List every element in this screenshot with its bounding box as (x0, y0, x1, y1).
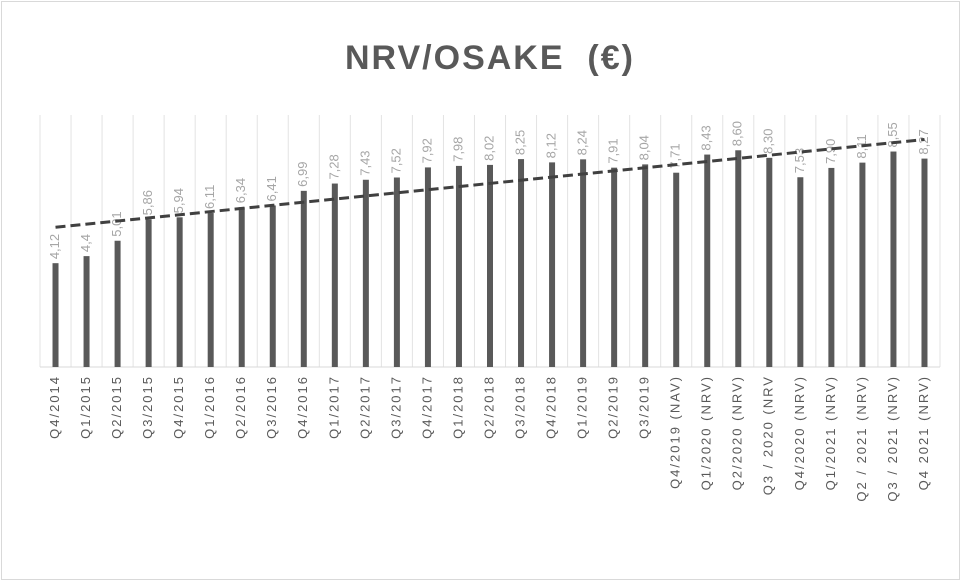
data-label: 8,60 (730, 121, 745, 146)
x-tick-label: Q3/2019 (637, 375, 652, 439)
x-tick-label: Q3 / 2021 (NRV) (885, 375, 900, 502)
bar (642, 164, 649, 367)
x-tick-label: Q2/2018 (481, 375, 496, 439)
bar (83, 256, 90, 367)
data-label: 7,28 (326, 154, 341, 179)
data-label: 7,71 (668, 143, 683, 168)
data-label: 7,53 (792, 148, 807, 173)
bar (393, 177, 400, 367)
bar (455, 165, 462, 367)
data-label: 7,98 (450, 137, 465, 162)
bar (673, 172, 680, 367)
data-label: 5,86 (140, 190, 155, 215)
x-tick-label: Q3/2018 (512, 375, 527, 439)
data-label: 6,34 (233, 178, 248, 203)
x-tick-label: Q3 / 2020 (NRV (761, 375, 776, 495)
x-tick-label: Q4/2016 (295, 375, 310, 439)
x-tick-label: Q1/2015 (78, 375, 93, 439)
bar (859, 162, 866, 367)
chart-title: NRV/OSAKE (€) (345, 39, 635, 77)
bar (766, 157, 773, 367)
bar (611, 167, 618, 367)
data-label: 6,99 (295, 162, 310, 187)
data-label: 8,27 (916, 129, 931, 154)
bar (145, 219, 152, 367)
bar (549, 162, 556, 367)
x-tick-label: Q4/2015 (171, 375, 186, 439)
data-label: 4,4 (78, 234, 93, 252)
bar (114, 240, 121, 367)
x-tick-label: Q4/2020 (NRV) (792, 375, 807, 490)
bar (797, 177, 804, 367)
data-label: 8,02 (481, 136, 496, 161)
bar (207, 213, 214, 367)
data-label: 5,94 (171, 188, 186, 213)
x-tick-label: Q3/2017 (388, 375, 403, 439)
bar (518, 159, 525, 367)
bar (176, 217, 183, 367)
x-tick-label: Q4/2019 (NAV) (668, 375, 683, 489)
x-tick-label: Q1/2017 (326, 375, 341, 439)
data-label: 8,25 (512, 130, 527, 155)
x-tick-label: Q1/2021 (NRV) (823, 375, 838, 490)
x-tick-label: Q3/2016 (264, 375, 279, 439)
bar (269, 205, 276, 367)
data-label: 7,91 (606, 138, 621, 163)
data-label: 7,43 (357, 150, 372, 175)
data-label: 8,43 (699, 125, 714, 150)
x-tick-label: Q2/2015 (109, 375, 124, 439)
x-tick-label: Q4/2017 (419, 375, 434, 439)
x-tick-label: Q2/2017 (357, 375, 372, 439)
trendline (55, 138, 925, 229)
bar (331, 183, 338, 367)
x-tick-label: Q3/2015 (140, 375, 155, 439)
data-label: 7,90 (823, 139, 838, 164)
data-label: 5,01 (109, 211, 124, 236)
x-tick-label: Q4 2021 (NRV) (916, 375, 931, 490)
bar (890, 151, 897, 367)
data-label: 6,11 (202, 185, 217, 209)
bar (487, 164, 493, 367)
data-label: 6,41 (264, 176, 279, 201)
bar (424, 167, 431, 367)
data-label: 7,52 (388, 148, 403, 173)
data-label: 8,11 (854, 134, 869, 158)
x-tick-label: Q1/2020 (NRV) (699, 375, 714, 490)
data-label: 8,04 (637, 135, 652, 160)
data-label: 4,12 (47, 234, 62, 259)
data-label: 8,30 (761, 129, 776, 154)
data-label: 8,24 (575, 130, 590, 155)
x-tick-label: Q1/2019 (575, 375, 590, 439)
bar (704, 154, 711, 367)
bar (921, 158, 928, 367)
data-label: 7,92 (419, 138, 434, 163)
x-tick-label: Q1/2018 (450, 375, 465, 439)
x-tick-label: Q4/2014 (47, 375, 62, 439)
data-label: 8,12 (544, 133, 559, 158)
bar (735, 150, 742, 367)
bar (828, 167, 835, 367)
x-tick-label: Q2/2016 (233, 375, 248, 439)
x-tick-label: Q2/2019 (606, 375, 621, 439)
x-tick-label: Q1/2016 (202, 375, 217, 439)
bar (52, 263, 59, 367)
x-tick-label: Q2/2020 (NRV) (730, 375, 745, 490)
bar (580, 159, 587, 367)
bar (300, 190, 307, 367)
x-tick-label: Q2 / 2021 (NRV) (854, 375, 869, 502)
bar (238, 207, 245, 367)
bar (362, 179, 369, 367)
x-tick-label: Q4/2018 (544, 375, 559, 439)
